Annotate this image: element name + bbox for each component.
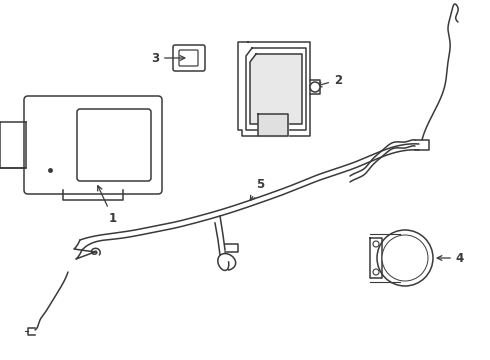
Text: 1: 1: [98, 186, 117, 225]
Text: 2: 2: [317, 73, 342, 87]
Text: 5: 5: [250, 179, 264, 201]
Polygon shape: [258, 114, 288, 136]
Circle shape: [373, 269, 379, 275]
Text: 3: 3: [151, 51, 185, 64]
Polygon shape: [246, 48, 306, 130]
FancyBboxPatch shape: [77, 109, 151, 181]
Polygon shape: [238, 42, 310, 136]
Polygon shape: [250, 54, 302, 124]
Ellipse shape: [382, 235, 428, 281]
Circle shape: [310, 82, 320, 92]
Polygon shape: [370, 238, 382, 278]
FancyBboxPatch shape: [24, 96, 162, 194]
Circle shape: [373, 241, 379, 247]
Ellipse shape: [377, 230, 433, 286]
Text: 4: 4: [437, 252, 464, 265]
Ellipse shape: [386, 239, 424, 277]
FancyBboxPatch shape: [179, 50, 198, 66]
FancyBboxPatch shape: [173, 45, 205, 71]
